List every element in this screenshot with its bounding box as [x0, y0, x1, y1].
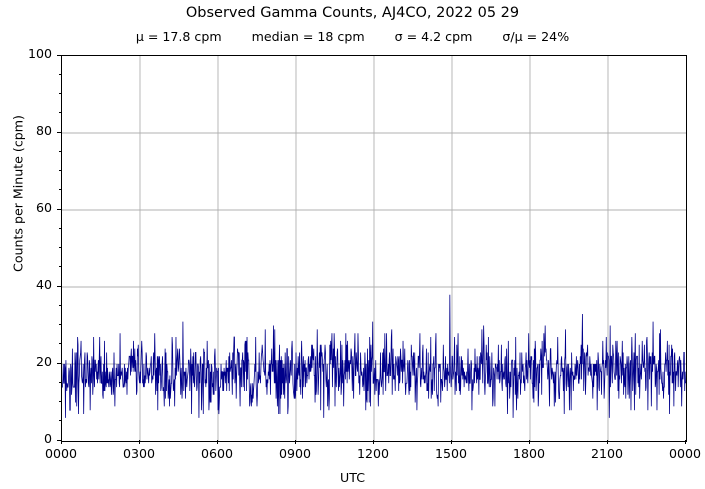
x-tick-major	[60, 440, 62, 444]
stat-median: median = 18 cpm	[251, 29, 365, 44]
y-tick-minor	[58, 420, 61, 422]
x-tick-label: 1800	[512, 446, 546, 461]
x-tick-label: 0900	[278, 446, 312, 461]
x-tick-label: 0600	[200, 446, 234, 461]
y-tick-minor	[58, 381, 61, 383]
x-tick-major	[294, 440, 296, 444]
chart-subtitle-stats: μ = 17.8 cpm median = 18 cpm σ = 4.2 cpm σ/…	[0, 29, 705, 45]
y-tick-major	[57, 208, 61, 210]
y-tick-label: 0	[43, 431, 52, 446]
y-tick-minor	[58, 227, 61, 229]
x-tick-major	[528, 440, 530, 444]
y-tick-minor	[58, 247, 61, 248]
y-tick-major	[57, 439, 61, 441]
y-tick-minor	[58, 112, 61, 114]
x-tick-label: 0300	[122, 446, 156, 461]
x-axis-label: UTC	[340, 470, 365, 485]
chart-title: Observed Gamma Counts, AJ4CO, 2022 05 29	[185, 5, 520, 21]
y-tick-minor	[58, 93, 61, 94]
x-tick-label: 1500	[434, 446, 468, 461]
x-tick-label: 2100	[590, 446, 624, 461]
y-tick-label: 80	[35, 123, 52, 138]
x-tick-major	[450, 440, 452, 444]
x-tick-major	[372, 440, 374, 444]
x-tick-major	[606, 440, 608, 444]
y-tick-minor	[58, 170, 61, 171]
series-line-gamma-counts	[62, 294, 686, 418]
y-tick-minor	[58, 266, 61, 268]
y-tick-label: 100	[27, 46, 52, 61]
x-tick-label: 1200	[356, 446, 390, 461]
y-tick-minor	[58, 343, 61, 345]
data-series-group	[62, 294, 686, 418]
y-tick-major	[57, 285, 61, 287]
x-tick-major	[684, 440, 686, 444]
plot-canvas	[62, 56, 686, 441]
y-axis-label: Counts per Minute (cpm)	[10, 115, 26, 272]
y-tick-major	[57, 362, 61, 364]
x-tick-label: 0000	[668, 446, 702, 461]
y-tick-label: 60	[35, 200, 52, 215]
stat-cv: σ/μ = 24%	[502, 29, 570, 44]
y-tick-label: 40	[35, 277, 52, 292]
y-tick-minor	[58, 189, 61, 191]
y-tick-minor	[58, 324, 61, 325]
y-tick-major	[57, 131, 61, 133]
y-tick-minor	[58, 73, 61, 75]
y-tick-minor	[58, 401, 61, 402]
y-tick-minor	[58, 304, 61, 306]
y-tick-label: 20	[35, 354, 52, 369]
stat-sigma: σ = 4.2 cpm	[394, 29, 473, 44]
stat-mean: μ = 17.8 cpm	[135, 29, 222, 44]
x-tick-label: 0000	[44, 446, 78, 461]
plot-area	[61, 55, 687, 442]
y-tick-minor	[58, 150, 61, 152]
x-tick-major	[216, 440, 218, 444]
x-tick-major	[138, 440, 140, 444]
y-tick-major	[57, 54, 61, 56]
